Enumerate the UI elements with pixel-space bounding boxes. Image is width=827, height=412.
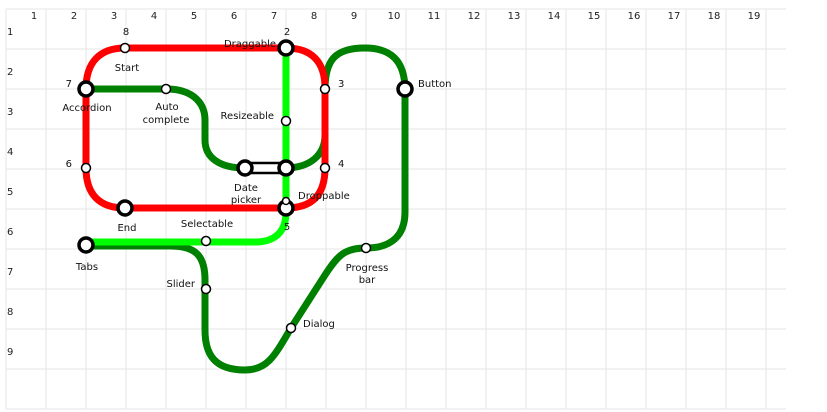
column-label: 17	[668, 11, 681, 22]
station-slider-label: Slider	[166, 279, 195, 290]
station-dialog-marker[interactable]	[285, 322, 297, 334]
column-label: 4	[151, 11, 157, 22]
row-labels: 1 2 3 4 5 6 7 8 9	[7, 27, 13, 358]
station-autocomplete-label-2: complete	[143, 115, 190, 126]
row-label: 2	[7, 67, 13, 78]
station-dialog-label: Dialog	[303, 319, 335, 330]
station-resizeable-marker[interactable]	[280, 115, 292, 127]
station-autocomplete-marker[interactable]	[160, 83, 172, 95]
row-label: 9	[7, 347, 13, 358]
column-label: 8	[311, 11, 317, 22]
station-accordion-label: Accordion	[62, 103, 111, 114]
row-label: 4	[7, 147, 13, 158]
station-progressbar-label-2: bar	[359, 275, 376, 286]
station-start-number: 8	[123, 27, 129, 38]
station-droppable-label: Droppable	[298, 191, 350, 202]
row-label: 7	[7, 267, 13, 278]
column-label: 1	[31, 11, 37, 22]
lime-line-selectable-draggable	[82, 44, 290, 250]
row-label: 3	[7, 107, 13, 118]
station-red-4-number: 4	[338, 159, 344, 170]
station-datepicker-marker-right[interactable]	[277, 159, 295, 177]
column-label: 3	[111, 11, 117, 22]
station-tabs-label: Tabs	[75, 262, 98, 273]
row-label: 6	[7, 227, 13, 238]
station-start-marker[interactable]	[119, 42, 131, 54]
station-datepicker-marker-left[interactable]	[236, 159, 254, 177]
station-red-6-number: 6	[66, 159, 72, 170]
row-label: 1	[7, 27, 13, 38]
column-label: 9	[351, 11, 357, 22]
station-progressbar-marker[interactable]	[360, 242, 372, 254]
station-red-3-marker[interactable]	[319, 83, 331, 95]
station-datepicker-label-1: Date	[234, 183, 258, 194]
station-progressbar-label-1: Progress	[346, 263, 389, 274]
station-red-4-marker[interactable]	[319, 162, 331, 174]
station-datepicker-label-2: picker	[231, 195, 262, 206]
column-label: 7	[271, 11, 277, 22]
station-end-marker[interactable]	[116, 199, 134, 217]
column-label: 13	[508, 11, 521, 22]
station-accordion-marker[interactable]	[77, 80, 95, 98]
station-droppable-number: 5	[284, 222, 290, 233]
station-droppable-small-marker[interactable]	[281, 196, 291, 206]
column-label: 12	[468, 11, 481, 22]
station-selectable-marker[interactable]	[200, 235, 212, 247]
column-label: 19	[748, 11, 761, 22]
column-label: 6	[231, 11, 237, 22]
column-label: 2	[71, 11, 77, 22]
column-labels: 1 2 3 4 5 6 7 8 9 10 11 12 13 14 15 16 17 18 19	[31, 11, 761, 22]
station-draggable-number: 2	[284, 27, 290, 38]
station-draggable-marker[interactable]	[277, 39, 295, 57]
station-resizeable-label: Resizeable	[221, 111, 274, 122]
row-label: 5	[7, 187, 13, 198]
column-label: 5	[191, 11, 197, 22]
column-label: 15	[588, 11, 601, 22]
station-accordion-number: 7	[66, 79, 72, 90]
column-label: 18	[708, 11, 721, 22]
station-tabs-marker[interactable]	[77, 236, 95, 254]
station-draggable-label: Draggable	[224, 39, 276, 50]
station-slider-marker[interactable]	[200, 283, 212, 295]
grid-lines	[5, 8, 786, 410]
column-label: 10	[388, 11, 401, 22]
station-button-label: Button	[418, 79, 452, 90]
column-label: 16	[628, 11, 641, 22]
station-red-3-number: 3	[338, 79, 344, 90]
station-start-label: Start	[115, 63, 140, 74]
column-label: 14	[548, 11, 561, 22]
row-label: 8	[7, 307, 13, 318]
station-selectable-label: Selectable	[181, 219, 233, 230]
column-label: 11	[428, 11, 441, 22]
station-button-marker[interactable]	[396, 80, 414, 98]
station-autocomplete-label-1: Auto	[155, 102, 178, 113]
station-red-6-marker[interactable]	[80, 162, 92, 174]
station-end-label: End	[117, 223, 136, 234]
